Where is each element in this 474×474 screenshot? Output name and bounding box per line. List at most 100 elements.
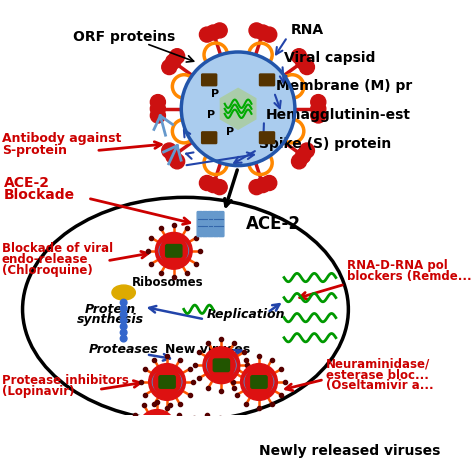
Text: Spike (S) protein: Spike (S) protein [259,137,391,151]
Circle shape [181,52,295,165]
Text: P: P [226,127,234,137]
Circle shape [300,143,314,158]
Circle shape [311,101,326,116]
Circle shape [193,427,221,454]
Circle shape [292,154,307,169]
Circle shape [208,352,235,379]
Circle shape [241,364,277,401]
Circle shape [295,148,310,164]
Circle shape [202,461,232,474]
Text: S-protein: S-protein [2,144,67,157]
Circle shape [153,368,181,396]
Text: synthesis: synthesis [77,313,144,326]
Circle shape [166,54,181,69]
Circle shape [162,143,177,158]
Circle shape [120,323,127,330]
Circle shape [255,178,270,192]
Text: (Chloroquine): (Chloroquine) [2,264,92,277]
Circle shape [143,414,171,442]
Circle shape [118,452,141,474]
Circle shape [139,410,175,447]
Ellipse shape [192,428,222,452]
Text: Neuraminidase/: Neuraminidase/ [326,358,430,371]
Text: Protease inhibitors: Protease inhibitors [2,374,128,387]
Circle shape [203,347,240,383]
Text: ACE-2: ACE-2 [246,215,301,233]
Circle shape [245,368,273,396]
Circle shape [300,60,314,74]
Circle shape [249,180,264,195]
Circle shape [150,101,165,116]
Circle shape [311,108,326,123]
FancyBboxPatch shape [201,74,217,86]
Text: Blockade: Blockade [4,188,75,202]
FancyBboxPatch shape [259,132,274,144]
Ellipse shape [152,370,182,394]
Circle shape [170,49,185,64]
Circle shape [155,232,192,269]
Circle shape [120,299,127,306]
Text: Replication: Replication [207,308,286,320]
Circle shape [120,335,127,342]
Circle shape [162,60,177,74]
Text: endo-release: endo-release [2,253,88,266]
Text: (Oseltamivir a...: (Oseltamivir a... [326,380,433,392]
Polygon shape [221,89,255,129]
Circle shape [200,175,214,191]
FancyBboxPatch shape [202,211,208,237]
Circle shape [206,25,221,40]
Circle shape [262,175,277,191]
Ellipse shape [207,353,236,377]
Text: RNA-D-RNA pol: RNA-D-RNA pol [346,259,447,272]
Circle shape [114,448,145,474]
Circle shape [150,95,165,109]
Circle shape [120,311,127,318]
Text: Newly released viruses: Newly released viruses [259,444,440,458]
Text: Blockade of viral: Blockade of viral [2,243,113,255]
FancyBboxPatch shape [219,211,224,237]
Circle shape [249,23,264,38]
FancyBboxPatch shape [213,211,219,237]
Circle shape [120,305,127,312]
Text: P: P [207,110,215,120]
Circle shape [295,54,310,69]
Circle shape [200,27,214,42]
Ellipse shape [244,370,273,394]
Circle shape [189,422,226,459]
Circle shape [164,456,195,474]
Text: Hemagglutinin-est: Hemagglutinin-est [265,108,410,122]
Text: Protein: Protein [85,302,136,316]
Text: Membrane (M) pr: Membrane (M) pr [276,80,412,93]
Circle shape [212,180,227,195]
Text: Ribosomes: Ribosomes [132,276,204,289]
Circle shape [292,49,307,64]
FancyBboxPatch shape [159,376,175,388]
FancyBboxPatch shape [173,466,187,474]
Circle shape [150,108,165,123]
Circle shape [206,178,221,192]
Text: New viruses: New viruses [164,343,250,356]
Circle shape [149,364,185,401]
Ellipse shape [112,285,136,300]
Circle shape [166,148,181,164]
Text: Proteases: Proteases [89,343,159,356]
Text: (Lopinavir): (Lopinavir) [2,385,74,398]
Circle shape [168,460,191,474]
FancyBboxPatch shape [199,434,215,447]
Text: Antibody against: Antibody against [2,132,121,145]
FancyBboxPatch shape [166,245,182,257]
Circle shape [255,25,270,40]
Text: blockers (Remde...: blockers (Remde... [346,270,471,283]
Circle shape [311,95,326,109]
Circle shape [120,317,127,324]
Circle shape [212,23,227,38]
FancyBboxPatch shape [201,132,217,144]
Circle shape [160,237,188,264]
FancyBboxPatch shape [251,376,267,388]
Text: RNA: RNA [291,23,324,36]
FancyBboxPatch shape [213,359,229,372]
Ellipse shape [168,462,191,474]
FancyBboxPatch shape [210,471,224,474]
Text: P: P [210,89,219,99]
Text: Viral capsid: Viral capsid [284,51,375,65]
